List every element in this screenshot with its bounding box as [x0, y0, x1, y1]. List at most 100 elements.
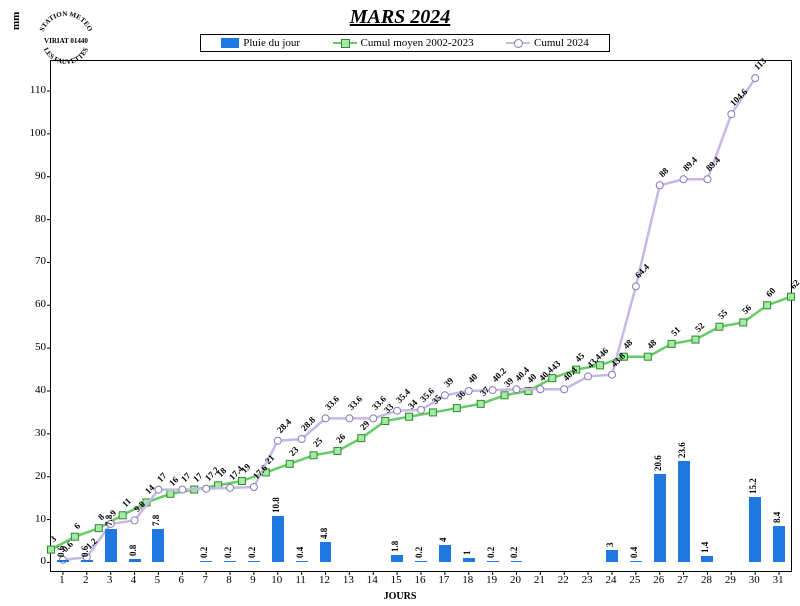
- x-tick-label: 3: [107, 574, 113, 586]
- bar: [224, 561, 236, 562]
- x-tick-label: 22: [558, 574, 569, 586]
- bar: [105, 529, 117, 562]
- bar: [415, 561, 427, 562]
- x-axis-label: JOURS: [0, 591, 800, 602]
- x-tick-label: 27: [677, 574, 688, 586]
- chart-title: MARS 2024: [0, 6, 800, 29]
- bar: [320, 542, 332, 563]
- bar: [654, 474, 666, 562]
- y-tick-label: 60: [6, 298, 46, 310]
- svg-text:STATION METEO: STATION METEO: [38, 10, 94, 33]
- legend-purple-marker: [514, 39, 523, 48]
- bar-label: 1.8: [390, 540, 400, 551]
- x-tick-label: 13: [343, 574, 354, 586]
- bar-label: 0.2: [199, 547, 209, 558]
- y-axis-label: mm: [10, 12, 22, 30]
- x-tick-label: 19: [486, 574, 497, 586]
- bar: [678, 461, 690, 562]
- bar-label: 0.2: [247, 547, 257, 558]
- bar-label: 8.4: [772, 512, 782, 523]
- bar-label: 4: [438, 538, 448, 543]
- y-tick-label: 40: [6, 384, 46, 396]
- x-tick-label: 2: [83, 574, 89, 586]
- chart-container: MARS 2024 mm JOURS STATION METEO VIRIAT …: [0, 0, 800, 606]
- bar: [439, 545, 451, 562]
- bar: [630, 561, 642, 563]
- bar-label: 0.2: [414, 547, 424, 558]
- y-tick-label: 80: [6, 213, 46, 225]
- bar: [463, 558, 475, 562]
- x-tick-label: 16: [415, 574, 426, 586]
- x-tick-label: 12: [319, 574, 330, 586]
- plot-area: 0.60.67.80.87.80.20.20.210.80.44.81.80.2…: [50, 60, 792, 572]
- bar: [129, 559, 141, 562]
- bar-label: 23.6: [677, 443, 687, 459]
- bar: [511, 561, 523, 562]
- bar: [296, 561, 308, 563]
- x-tick-label: 4: [131, 574, 137, 586]
- legend-bar-label: Pluie du jour: [243, 37, 300, 49]
- x-tick-label: 7: [202, 574, 208, 586]
- legend-purple-line: [506, 42, 530, 44]
- x-tick-label: 14: [367, 574, 378, 586]
- x-tick-label: 25: [629, 574, 640, 586]
- bar: [701, 556, 713, 562]
- y-tick-label: 50: [6, 341, 46, 353]
- legend-item-bar: Pluie du jour: [221, 37, 300, 49]
- x-tick-label: 31: [773, 574, 784, 586]
- y-tick-label: 20: [6, 470, 46, 482]
- bar: [57, 560, 69, 563]
- y-tick-label: 90: [6, 170, 46, 182]
- bar-label: 10.8: [271, 497, 281, 513]
- bar-label: 3: [605, 542, 615, 547]
- legend: Pluie du jour Cumul moyen 2002-2023 Cumu…: [200, 34, 610, 52]
- legend-purple-label: Cumul 2024: [534, 37, 589, 49]
- y-tick-label: 100: [6, 127, 46, 139]
- x-tick-label: 23: [582, 574, 593, 586]
- bar-label: 0.2: [223, 547, 233, 558]
- bar-label: 4.8: [319, 528, 329, 539]
- bar-label: 20.6: [653, 455, 663, 471]
- legend-bar-swatch: [221, 38, 239, 48]
- x-tick-label: 10: [271, 574, 282, 586]
- legend-item-purple: Cumul 2024: [506, 37, 589, 49]
- x-tick-label: 5: [155, 574, 161, 586]
- x-tick-label: 1: [59, 574, 65, 586]
- bar-label: 0.2: [486, 547, 496, 558]
- x-tick-label: 30: [749, 574, 760, 586]
- bar-label: 0.4: [295, 546, 305, 557]
- bar: [200, 561, 212, 562]
- bar: [749, 497, 761, 562]
- svg-text:VIRIAT 01440: VIRIAT 01440: [44, 37, 88, 45]
- x-tick-label: 18: [462, 574, 473, 586]
- x-tick-label: 9: [250, 574, 256, 586]
- x-tick-label: 20: [510, 574, 521, 586]
- y-tick-label: 70: [6, 255, 46, 267]
- legend-green-marker: [341, 39, 350, 48]
- x-tick-label: 26: [653, 574, 664, 586]
- bar: [487, 561, 499, 562]
- y-tick-label: 0: [6, 555, 46, 567]
- bar: [81, 560, 93, 563]
- x-tick-label: 17: [438, 574, 449, 586]
- bar: [606, 550, 618, 563]
- y-tick-label: 10: [6, 513, 46, 525]
- y-tick-label: 30: [6, 427, 46, 439]
- x-tick-label: 24: [605, 574, 616, 586]
- y-tick-label: 110: [6, 84, 46, 96]
- legend-green-label: Cumul moyen 2002-2023: [361, 37, 474, 49]
- x-tick-label: 29: [725, 574, 736, 586]
- bar-label: 0.2: [509, 547, 519, 558]
- bar-label: 7.8: [151, 515, 161, 526]
- x-tick-label: 15: [391, 574, 402, 586]
- legend-item-green: Cumul moyen 2002-2023: [333, 37, 474, 49]
- legend-green-line: [333, 42, 357, 44]
- bar-label: 15.2: [748, 479, 758, 495]
- bar: [152, 529, 164, 562]
- bar-label: 1.4: [700, 542, 710, 553]
- x-tick-label: 6: [179, 574, 185, 586]
- x-tick-label: 21: [534, 574, 545, 586]
- x-tick-label: 28: [701, 574, 712, 586]
- bar-label: 1: [462, 551, 472, 556]
- bar: [248, 561, 260, 562]
